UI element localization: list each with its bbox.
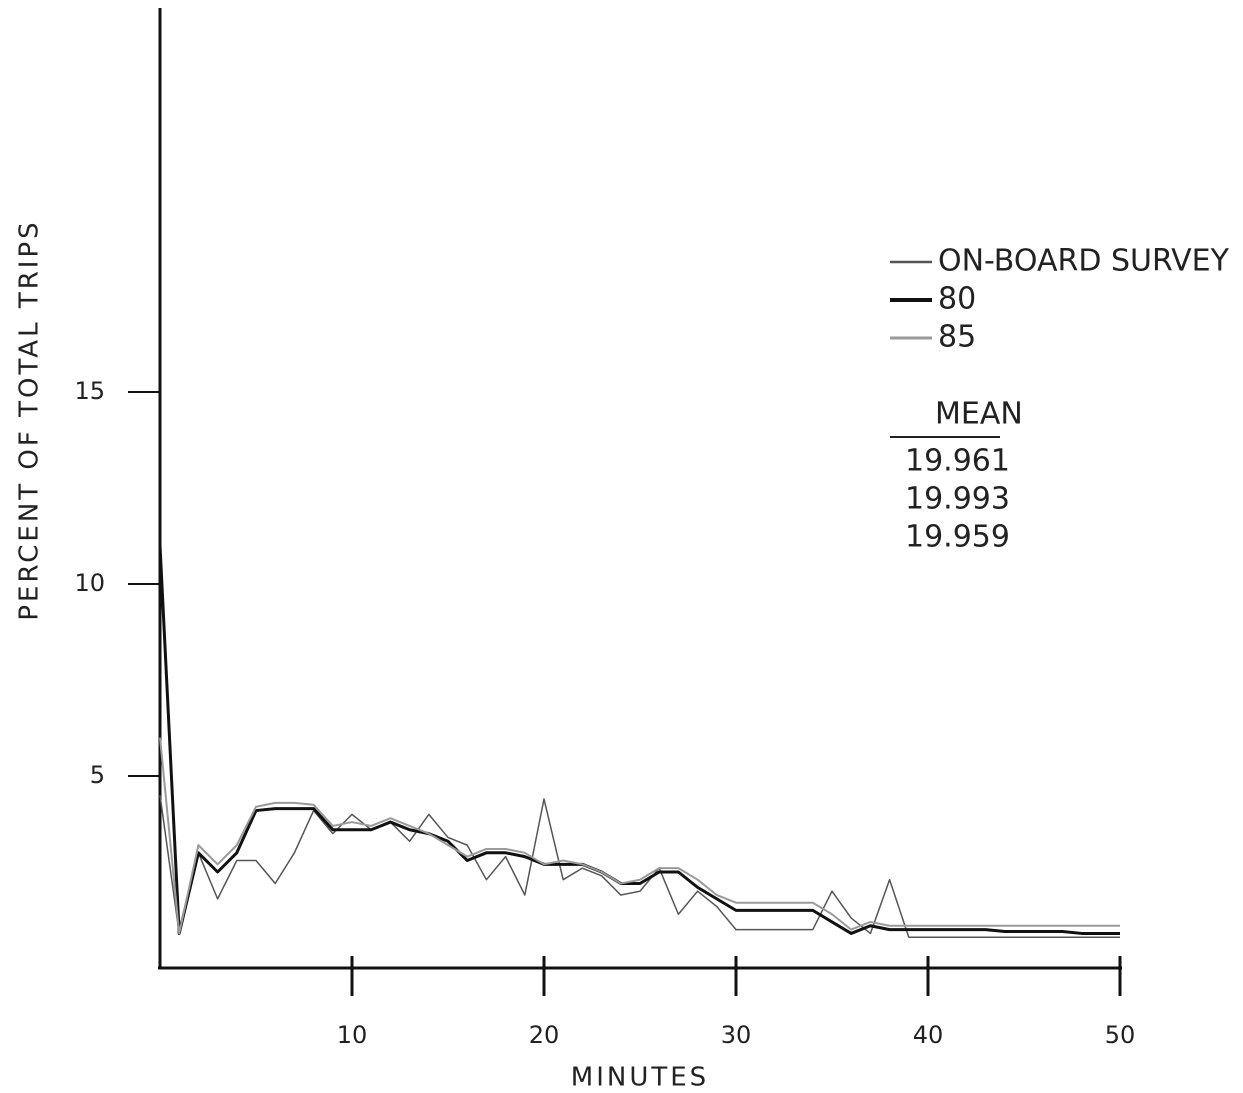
- mean-value: 19.959: [905, 520, 1010, 555]
- series-line: [159, 795, 1120, 939]
- y-tick-label: 15: [74, 377, 105, 405]
- y-axis-label: PERCENT OF TOTAL TRIPS: [15, 219, 45, 620]
- x-tick-label: 50: [1105, 1021, 1136, 1049]
- legend-label: ON-BOARD SURVEY: [938, 244, 1230, 279]
- legend-label: 85: [938, 320, 976, 355]
- mean-value: 19.993: [905, 482, 1010, 517]
- x-tick-label: 30: [721, 1021, 752, 1049]
- y-tick-label: 10: [74, 569, 105, 597]
- legend-label: 80: [938, 282, 976, 317]
- x-axis-label: MINUTES: [571, 1063, 709, 1093]
- series-line: [158, 545, 1120, 935]
- y-tick-label: 5: [90, 761, 105, 789]
- mean-value: 19.961: [905, 444, 1010, 479]
- mean-title: MEAN: [935, 397, 1023, 432]
- x-tick-label: 20: [529, 1021, 560, 1049]
- series-line: [159, 737, 1120, 935]
- x-tick-label: 10: [337, 1021, 368, 1049]
- x-tick-label: 40: [913, 1021, 944, 1049]
